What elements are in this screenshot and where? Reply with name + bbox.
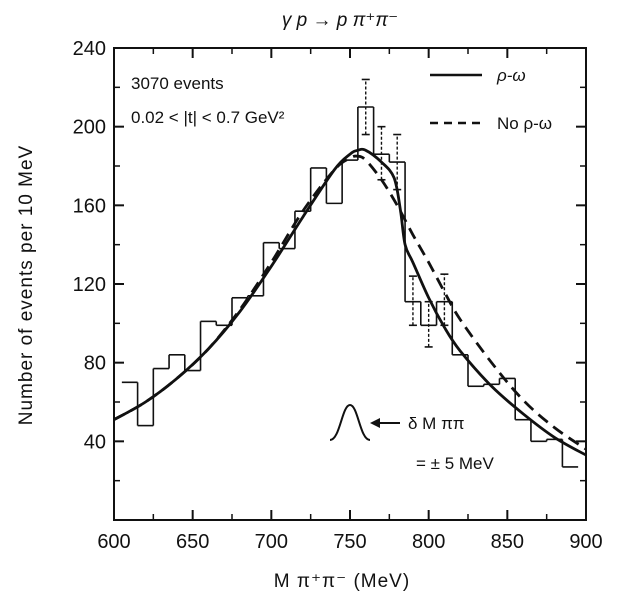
- x-tick-label: 850: [491, 531, 524, 553]
- error-bars: [361, 78, 449, 348]
- y-axis: 40 80 120 160 200 240: [73, 38, 586, 482]
- y-tick-label: 80: [84, 353, 106, 375]
- events-annotation: 3070 events: [131, 74, 224, 93]
- chart-title: γ p → p π⁺π⁻: [282, 10, 398, 31]
- x-tick-label: 800: [412, 531, 445, 553]
- legend: ρ-ω No ρ-ω: [430, 66, 552, 133]
- resolution-value: = ± 5 MeV: [416, 454, 494, 473]
- resolution-arrow-head: [370, 418, 380, 428]
- x-tick-label: 900: [569, 531, 602, 553]
- legend-dashed-label: No ρ-ω: [497, 114, 552, 133]
- x-axis-title: M π⁺π⁻ (MeV): [274, 571, 410, 592]
- resolution-annotation: δ M ππ = ± 5 MeV: [329, 403, 494, 473]
- y-tick-label: 120: [73, 274, 106, 296]
- y-tick-label: 40: [84, 431, 106, 453]
- chart-title-text: γ p → p π⁺π⁻: [282, 10, 398, 31]
- no-rho-omega-curve: [113, 154, 587, 451]
- fit-curves: [113, 147, 587, 457]
- t-range-annotation: 0.02 < |t| < 0.7 GeV²: [131, 108, 285, 127]
- annotation-block: 3070 events 0.02 < |t| < 0.7 GeV²: [131, 74, 285, 127]
- y-tick-label: 240: [73, 38, 106, 60]
- resolution-peak-glyph: [329, 403, 371, 441]
- x-tick-label: 650: [176, 531, 209, 553]
- x-axis: 600 650 700 750 800 850 900: [97, 48, 603, 553]
- y-axis-title: Number of events per 10 MeV: [16, 145, 37, 425]
- legend-solid-label: ρ-ω: [496, 66, 526, 85]
- x-tick-label: 750: [333, 531, 366, 553]
- y-tick-label: 200: [73, 117, 106, 139]
- y-tick-label: 160: [73, 195, 106, 217]
- x-tick-label: 600: [97, 531, 130, 553]
- histogram: [121, 106, 579, 468]
- y-axis-title-text: Number of events per 10 MeV: [16, 145, 37, 425]
- resolution-label: δ M ππ: [408, 414, 465, 433]
- x-tick-label: 700: [255, 531, 288, 553]
